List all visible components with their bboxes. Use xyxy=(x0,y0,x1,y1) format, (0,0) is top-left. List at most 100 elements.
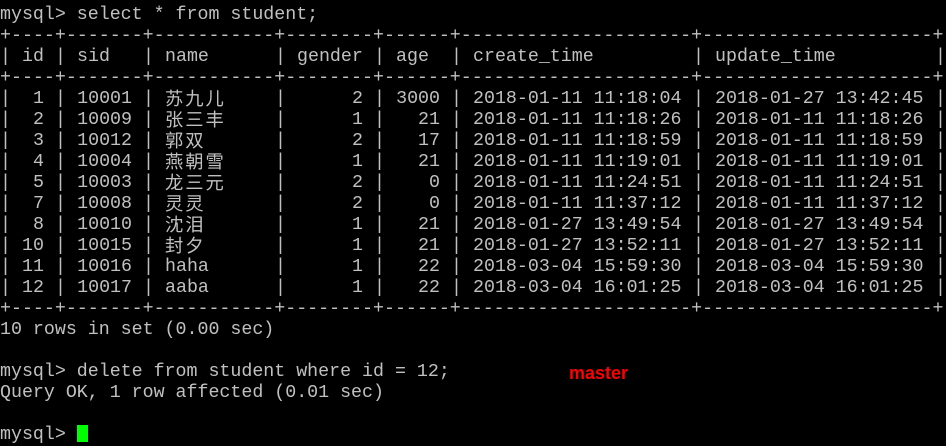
command-text: select * from student; xyxy=(76,5,319,25)
column-separator: | xyxy=(143,236,154,256)
column-separator: | xyxy=(374,278,385,298)
cell-name: 郭双 xyxy=(165,131,206,152)
cell-create_time: 2018-01-27 13:49:54 xyxy=(473,215,682,235)
column-header-name: name xyxy=(165,47,209,67)
column-separator: | xyxy=(0,47,11,67)
column-separator: | xyxy=(55,47,66,67)
cell-gender: 2 xyxy=(352,89,363,109)
column-separator: | xyxy=(275,278,286,298)
cell-age: 22 xyxy=(418,257,440,277)
cell-gender: 2 xyxy=(352,173,363,193)
column-separator: | xyxy=(451,152,462,172)
cell-create_time: 2018-01-27 13:52:11 xyxy=(473,236,682,256)
cell-sid: 10016 xyxy=(77,257,132,277)
column-separator: | xyxy=(374,194,385,214)
cell-age: 17 xyxy=(418,131,440,151)
command-text: delete from student where id = 12; xyxy=(76,362,450,382)
cell-name: 燕朝雪 xyxy=(165,152,226,173)
cell-gender: 1 xyxy=(352,110,363,130)
column-separator: | xyxy=(275,110,286,130)
column-separator: | xyxy=(935,278,946,298)
column-separator: | xyxy=(0,257,11,277)
column-separator: | xyxy=(935,47,946,67)
cell-sid: 10004 xyxy=(77,152,132,172)
column-separator: | xyxy=(55,215,66,235)
column-separator: | xyxy=(275,236,286,256)
cell-age: 3000 xyxy=(396,89,440,109)
column-separator: | xyxy=(55,173,66,193)
table-border: +----+-------+-----------+--------+-----… xyxy=(0,68,944,88)
cell-id: 5 xyxy=(33,173,44,193)
column-separator: | xyxy=(451,173,462,193)
column-separator: | xyxy=(693,215,704,235)
column-separator: | xyxy=(374,110,385,130)
cell-sid: 10017 xyxy=(77,278,132,298)
cell-update_time: 2018-03-04 16:01:25 xyxy=(715,278,924,298)
column-header-create_time: create_time xyxy=(473,47,594,67)
cell-name: 封夕 xyxy=(165,236,206,257)
cell-update_time: 2018-01-27 13:49:54 xyxy=(715,215,924,235)
cell-name: haha xyxy=(165,257,209,277)
cell-sid: 10010 xyxy=(77,215,132,235)
cell-update_time: 2018-01-11 11:24:51 xyxy=(715,173,924,193)
column-separator: | xyxy=(0,152,11,172)
column-separator: | xyxy=(374,152,385,172)
column-separator: | xyxy=(935,173,946,193)
cell-create_time: 2018-01-11 11:18:26 xyxy=(473,110,682,130)
cell-create_time: 2018-01-11 11:18:59 xyxy=(473,131,682,151)
column-separator: | xyxy=(55,236,66,256)
column-separator: | xyxy=(935,236,946,256)
column-separator: | xyxy=(0,215,11,235)
column-separator: | xyxy=(374,236,385,256)
cell-sid: 10012 xyxy=(77,131,132,151)
column-separator: | xyxy=(935,152,946,172)
column-separator: | xyxy=(693,47,704,67)
column-separator: | xyxy=(55,278,66,298)
cell-name: aaba xyxy=(165,278,209,298)
column-separator: | xyxy=(451,257,462,277)
cell-name: 沈泪 xyxy=(165,215,206,236)
column-separator: | xyxy=(451,47,462,67)
column-separator: | xyxy=(0,89,11,109)
column-separator: | xyxy=(374,131,385,151)
cell-update_time: 2018-03-04 15:59:30 xyxy=(715,257,924,277)
column-separator: | xyxy=(143,194,154,214)
master-annotation: master xyxy=(569,363,629,383)
cell-id: 10 xyxy=(22,236,44,256)
cell-update_time: 2018-01-27 13:42:45 xyxy=(715,89,924,109)
column-separator: | xyxy=(451,89,462,109)
cell-update_time: 2018-01-11 11:19:01 xyxy=(715,152,924,172)
cell-gender: 1 xyxy=(352,257,363,277)
command-line-delete: mysql> delete from student where id = 12… xyxy=(0,362,450,383)
column-separator: | xyxy=(275,173,286,193)
column-separator: | xyxy=(374,47,385,67)
column-separator: | xyxy=(143,110,154,130)
table-border: +----+-------+-----------+--------+-----… xyxy=(0,26,944,46)
column-separator: | xyxy=(143,89,154,109)
column-separator: | xyxy=(143,278,154,298)
cell-create_time: 2018-01-11 11:24:51 xyxy=(473,173,682,193)
column-separator: | xyxy=(143,152,154,172)
cell-gender: 1 xyxy=(352,152,363,172)
result-summary: 10 rows in set (0.00 sec) xyxy=(0,320,275,340)
column-separator: | xyxy=(275,194,286,214)
cell-sid: 10008 xyxy=(77,194,132,214)
cell-name: 苏九儿 xyxy=(165,89,226,110)
cell-sid: 10001 xyxy=(77,89,132,109)
column-separator: | xyxy=(143,173,154,193)
column-separator: | xyxy=(451,278,462,298)
cell-create_time: 2018-03-04 15:59:30 xyxy=(473,257,682,277)
cell-id: 4 xyxy=(33,152,44,172)
cell-update_time: 2018-01-27 13:52:11 xyxy=(715,236,924,256)
column-separator: | xyxy=(0,194,11,214)
column-separator: | xyxy=(374,215,385,235)
cell-gender: 1 xyxy=(352,215,363,235)
cell-age: 0 xyxy=(429,173,440,193)
cell-age: 21 xyxy=(418,215,440,235)
column-separator: | xyxy=(451,194,462,214)
active-prompt-line[interactable]: mysql> xyxy=(0,425,88,446)
column-separator: | xyxy=(55,194,66,214)
column-separator: | xyxy=(451,215,462,235)
column-separator: | xyxy=(935,89,946,109)
column-separator: | xyxy=(143,257,154,277)
